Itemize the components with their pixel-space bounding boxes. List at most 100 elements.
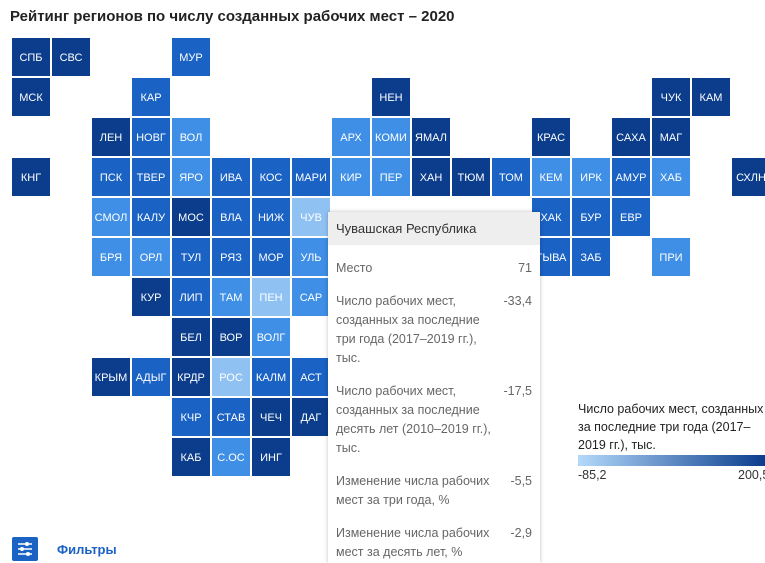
region-tile <box>372 78 410 116</box>
region-tile <box>252 278 290 316</box>
region-label: КУР <box>141 292 162 304</box>
region-label: СМОЛ <box>95 212 128 224</box>
region-tile <box>172 318 210 356</box>
region-tile <box>372 118 410 156</box>
region-tile <box>212 238 250 276</box>
region-label: ДАГ <box>301 412 322 424</box>
region-label: КЕМ <box>540 172 563 184</box>
region-label: КАБ <box>181 452 202 464</box>
region-tile <box>92 118 130 156</box>
region-tile <box>132 238 170 276</box>
region-label: ОРЛ <box>140 252 163 264</box>
region-label: НЕН <box>379 92 402 104</box>
region-tile <box>172 438 210 476</box>
region-label: МОС <box>178 212 204 224</box>
region-tile <box>132 358 170 396</box>
region-label: КРАС <box>537 132 565 144</box>
region-tile <box>652 78 690 116</box>
tooltip-row: Место 71 <box>328 259 540 278</box>
region-label: ТУЛ <box>181 252 202 264</box>
region-label: УЛЬ <box>300 252 321 264</box>
region-tile <box>12 158 50 196</box>
region-label: МАГ <box>660 132 683 144</box>
region-label: ИРК <box>580 172 602 184</box>
region-label: МСК <box>19 92 43 104</box>
tooltip: Чувашская Республика Место 71 Число рабочи… <box>328 212 540 563</box>
tooltip-value: -5,5 <box>510 474 532 488</box>
region-tile <box>612 118 650 156</box>
region-label: ЯМАЛ <box>415 132 447 144</box>
region-label: СТАВ <box>217 412 246 424</box>
region-label: РОС <box>219 372 243 384</box>
region-tile <box>212 398 250 436</box>
region-label: ХАБ <box>660 172 682 184</box>
region-tile <box>292 278 330 316</box>
region-tile <box>212 278 250 316</box>
tooltip-row: Число рабочих мест, созданных за последн… <box>328 292 540 368</box>
tooltip-label: Число рабочих мест, созданных за последн… <box>336 384 491 455</box>
region-label: САХА <box>616 132 646 144</box>
region-tile <box>212 358 250 396</box>
region-label: ТАМ <box>220 292 243 304</box>
region-label: ХАН <box>420 172 443 184</box>
region-tile <box>132 278 170 316</box>
region-tile <box>12 78 50 116</box>
region-tile <box>252 358 290 396</box>
title: Рейтинг регионов по числу созданных рабо… <box>10 8 455 25</box>
region-tile <box>372 158 410 196</box>
region-label: ТЫВА <box>536 252 567 264</box>
region-label: БУР <box>580 212 601 224</box>
region-tile <box>572 158 610 196</box>
region-tile <box>452 158 490 196</box>
region-tile <box>532 158 570 196</box>
region-tile <box>732 158 765 196</box>
region-label: САР <box>300 292 322 304</box>
region-label: ЛЕН <box>100 132 123 144</box>
filters-label[interactable]: Фильтры <box>57 542 117 557</box>
region-tile <box>12 38 50 76</box>
region-tile <box>172 278 210 316</box>
region-tile <box>252 318 290 356</box>
region-label: КАЛУ <box>137 212 166 224</box>
region-label: МАРИ <box>295 172 327 184</box>
region-label: ВЛА <box>220 212 242 224</box>
region-tile <box>252 438 290 476</box>
region-label: КРЫМ <box>95 372 128 384</box>
region-label: АРХ <box>340 132 362 144</box>
region-tile <box>412 118 450 156</box>
legend-gradient <box>578 455 765 466</box>
tooltip-label: Место <box>336 261 373 275</box>
region-label: ИНГ <box>260 452 282 464</box>
region-label: КНГ <box>21 172 41 184</box>
region-tile <box>172 118 210 156</box>
region-label: ЧУК <box>661 92 682 104</box>
region-tile <box>132 158 170 196</box>
region-label: ПРИ <box>659 252 682 264</box>
region-label: ЧУВ <box>300 212 322 224</box>
region-label: РЯЗ <box>220 252 242 264</box>
region-label: КАМ <box>700 92 723 104</box>
tooltip-row: Изменение числа рабочих мест за десять л… <box>328 524 540 562</box>
region-tile <box>572 238 610 276</box>
region-tile <box>172 238 210 276</box>
region-label: КОС <box>260 172 283 184</box>
region-label: БЕЛ <box>180 332 202 344</box>
region-label: ПСК <box>100 172 123 184</box>
region-tile <box>92 238 130 276</box>
region-label: АСТ <box>300 372 322 384</box>
region-tile <box>332 158 370 196</box>
region-label: КРДР <box>177 372 205 384</box>
region-label: СПБ <box>19 52 42 64</box>
region-tile <box>172 398 210 436</box>
filters-icon[interactable] <box>12 537 38 561</box>
region-label: ВОЛ <box>180 132 203 144</box>
region-label: ЛИП <box>179 292 202 304</box>
legend-max: 200,5 <box>738 468 765 482</box>
legend-min: -85,2 <box>578 468 607 482</box>
region-tile <box>212 158 250 196</box>
region-tile <box>252 398 290 436</box>
region-tile <box>172 358 210 396</box>
tooltip-value: -33,4 <box>503 294 533 308</box>
region-tile <box>292 398 330 436</box>
